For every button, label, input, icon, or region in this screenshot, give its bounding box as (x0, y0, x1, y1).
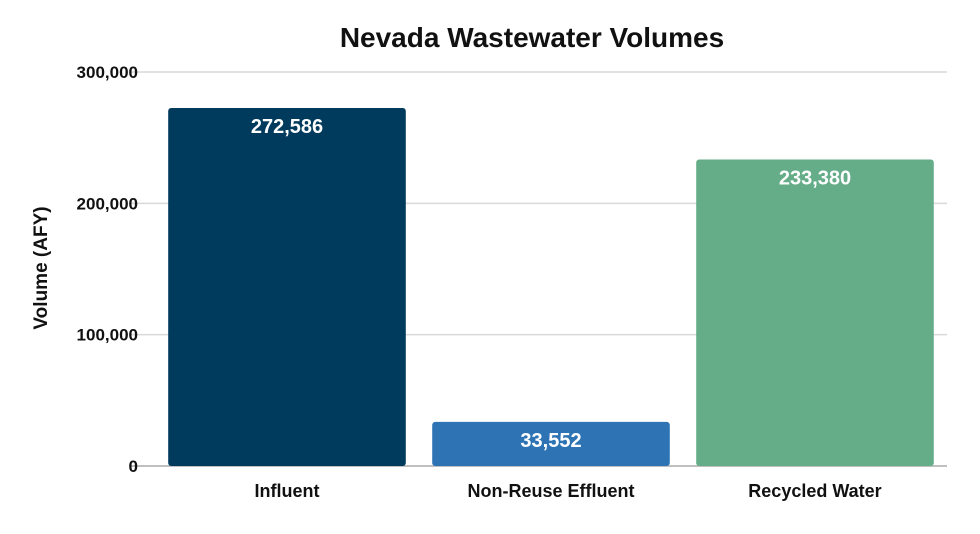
data-label: 272,586 (251, 116, 323, 138)
data-label: 233,380 (779, 167, 851, 189)
y-axis-ticks: 0 100,000 200,000 300,000 (77, 63, 138, 476)
y-tick-label: 200,000 (77, 194, 138, 213)
y-tick-label: 300,000 (77, 63, 138, 82)
bars (168, 108, 934, 466)
x-category-label: Influent (255, 481, 320, 501)
data-label: 33,552 (520, 430, 581, 452)
x-category-label: Recycled Water (748, 481, 881, 501)
x-axis-categories: Influent Non-Reuse Effluent Recycled Water (255, 481, 882, 501)
x-category-label: Non-Reuse Effluent (467, 481, 634, 501)
bar (168, 108, 406, 466)
bar (696, 159, 934, 466)
y-tick-label: 100,000 (77, 326, 138, 345)
data-labels: 272,586 33,552 233,380 (251, 116, 851, 452)
bar (432, 421, 670, 466)
chart-title: Nevada Wastewater Volumes (340, 22, 724, 53)
y-axis-label: Volume (AFY) (31, 206, 52, 329)
y-tick-label: 0 (129, 457, 138, 476)
